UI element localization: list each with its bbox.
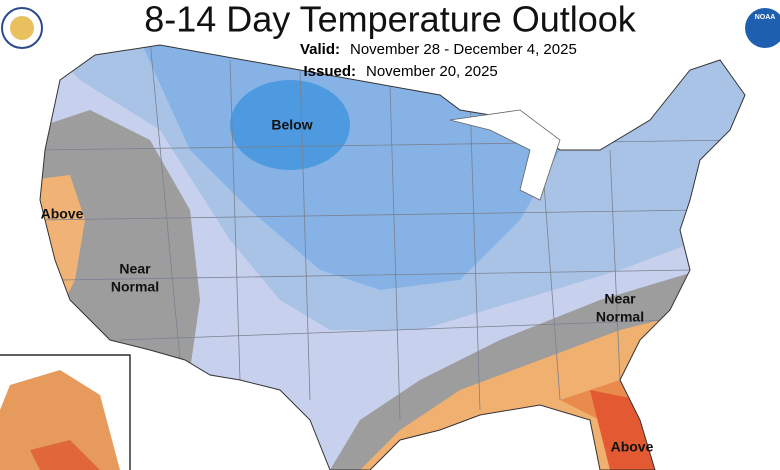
title: 8-14 Day Temperature Outlook: [144, 0, 637, 40]
region-label: Above: [41, 206, 84, 222]
state-lines: [40, 45, 741, 421]
issued-date: November 20, 2025: [366, 63, 498, 80]
noaa-logo: [745, 8, 780, 48]
region-label: Normal: [596, 309, 644, 325]
us-outline: [39, 44, 746, 470]
region-label: Above: [611, 439, 654, 455]
valid-label: Valid:: [300, 41, 340, 58]
valid-dates: November 28 - December 4, 2025: [350, 41, 577, 58]
region-label: Below: [271, 117, 312, 133]
issued-label: Issued:: [303, 63, 356, 80]
alaska-inset: [0, 354, 131, 470]
region-label: Normal: [111, 279, 159, 295]
region-label: Near: [119, 261, 151, 277]
noaa-logo-text: NOAA: [755, 14, 776, 21]
region-label: Near: [604, 291, 636, 307]
great-lakes: [449, 109, 561, 201]
commerce-logo-center: [10, 16, 34, 40]
